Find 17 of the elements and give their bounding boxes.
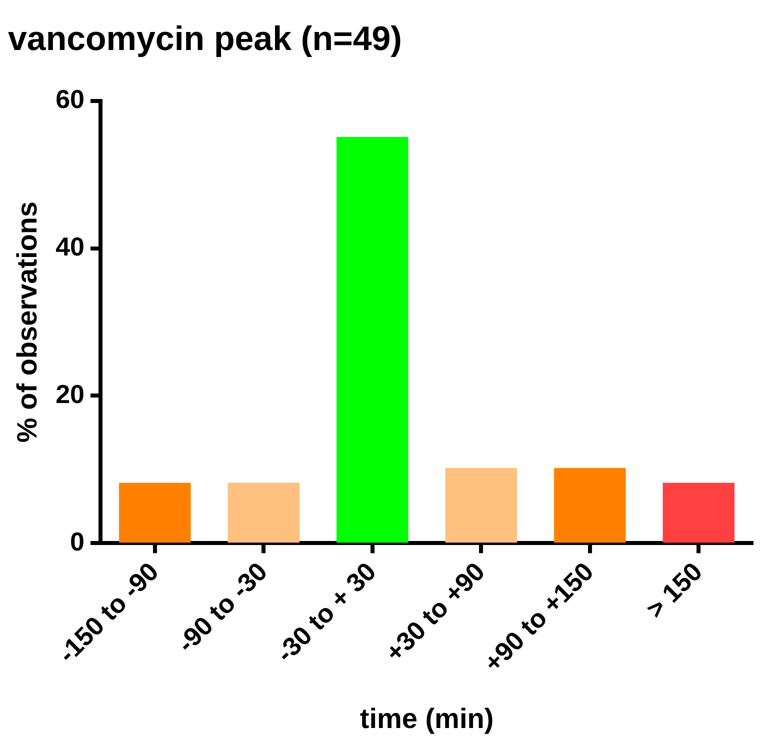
bar <box>662 482 735 543</box>
chart-title: vancomycin peak (n=49) <box>8 20 402 58</box>
x-tick-label: -30 to + 30 <box>270 556 382 668</box>
x-axis-title: time (min) <box>360 702 494 734</box>
x-tick-label: -150 to -90 <box>52 556 164 668</box>
y-tick-label: 20 <box>56 378 85 409</box>
bar <box>119 482 191 543</box>
x-tick-label: -90 to -30 <box>171 556 273 658</box>
bar <box>336 136 408 543</box>
y-tick-label: 60 <box>56 84 85 114</box>
bar <box>228 482 300 543</box>
bar <box>554 468 626 543</box>
y-tick-label: 40 <box>56 231 85 262</box>
x-tick-label: > 150 <box>640 556 708 624</box>
bar <box>445 468 518 543</box>
y-tick-label: 0 <box>70 526 85 556</box>
y-axis-title: % of observations <box>12 201 43 443</box>
